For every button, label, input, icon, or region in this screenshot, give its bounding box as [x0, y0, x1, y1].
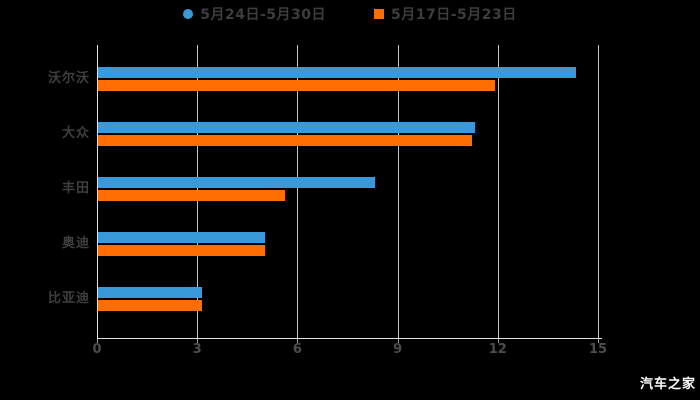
y-category-label-奥迪: 奥迪 [61, 236, 90, 251]
bar-丰田-series-1 [98, 177, 376, 188]
x-tick-mark-0 [97, 338, 98, 343]
gridline-x-12 [497, 45, 499, 338]
y-category-label-比亚迪: 比亚迪 [47, 291, 90, 306]
y-axis-line [97, 45, 98, 338]
x-axis-line [97, 338, 602, 339]
bar-丰田-series-2 [98, 190, 286, 201]
legend-square-marker-icon [374, 9, 384, 19]
x-tick-label-0: 0 [92, 342, 102, 357]
x-tick-mark-9 [397, 338, 399, 343]
y-category-label-沃尔沃: 沃尔沃 [47, 71, 90, 86]
x-tick-mark-15 [598, 338, 599, 343]
x-tick-mark-6 [297, 338, 299, 343]
gridline-x-6 [297, 45, 299, 338]
bar-沃尔沃-series-2 [98, 80, 496, 91]
bar-比亚迪-series-2 [98, 300, 202, 311]
x-tick-label-3: 3 [192, 342, 202, 357]
x-tick-label-9: 9 [393, 342, 403, 357]
legend-item-may17-23[interactable]: 5月17日-5月23日 [374, 4, 517, 24]
x-tick-mark-3 [197, 338, 199, 343]
x-tick-label-12: 12 [488, 342, 507, 357]
watermark-autohome: 汽车之家 [639, 377, 696, 392]
legend-item-may24-30[interactable]: 5月24日-5月30日 [183, 4, 326, 24]
bar-大众-series-2 [98, 135, 473, 146]
x-tick-label-15: 15 [588, 342, 608, 357]
gridline-x-15 [598, 45, 599, 338]
x-tick-label-6: 6 [292, 342, 302, 357]
bar-沃尔沃-series-1 [98, 67, 576, 78]
y-category-label-大众: 大众 [61, 126, 90, 141]
plot-area [97, 45, 599, 338]
bar-奥迪-series-2 [98, 245, 265, 256]
gridline-x-9 [397, 45, 399, 338]
bar-奥迪-series-1 [98, 232, 265, 243]
x-tick-mark-12 [497, 338, 499, 343]
y-category-label-丰田: 丰田 [61, 181, 90, 196]
legend-label-may17-23: 5月17日-5月23日 [391, 7, 517, 23]
legend-label-may24-30: 5月24日-5月30日 [200, 7, 326, 23]
bar-大众-series-1 [98, 122, 476, 133]
legend: 5月24日-5月30日 5月17日-5月23日 [0, 4, 700, 24]
legend-circle-marker-icon [183, 9, 194, 19]
bar-比亚迪-series-1 [98, 287, 202, 298]
